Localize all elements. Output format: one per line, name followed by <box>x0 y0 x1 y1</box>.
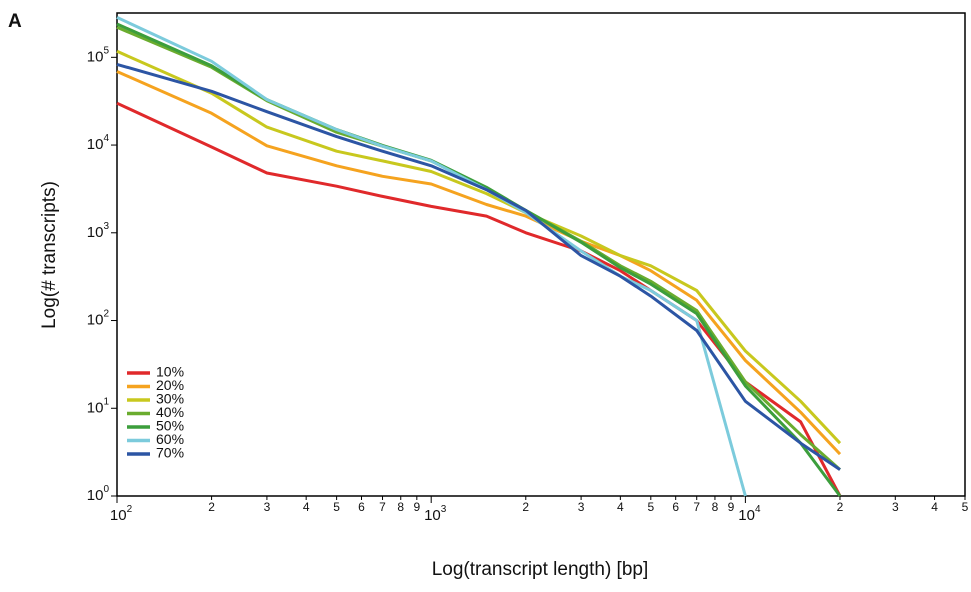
legend-label: 40% <box>156 404 184 420</box>
tick-label-minor: 9 <box>413 500 420 514</box>
tick-base: 10 <box>424 507 441 524</box>
tick-base: 4 <box>617 500 624 514</box>
tick-exponent: 4 <box>103 133 109 144</box>
tick-label-minor: 7 <box>693 500 700 514</box>
tick-base: 10 <box>87 399 104 416</box>
tick-base: 10 <box>87 311 104 328</box>
tick-label-major: 102 <box>110 504 133 524</box>
tick-base: 9 <box>413 500 420 514</box>
legend-label: 60% <box>156 431 184 447</box>
tick-exponent: 1 <box>103 396 109 407</box>
tick-label-minor: 5 <box>647 500 654 514</box>
tick-base: 10 <box>87 136 104 153</box>
tick-exponent: 2 <box>103 308 109 319</box>
tick-label-minor: 8 <box>712 500 719 514</box>
tick-base: 3 <box>892 500 899 514</box>
tick-exponent: 3 <box>441 504 447 515</box>
tick-base: 5 <box>647 500 654 514</box>
tick-label-major: 104 <box>87 133 110 153</box>
tick-label-minor: 8 <box>397 500 404 514</box>
tick-label-minor: 6 <box>358 500 365 514</box>
tick-base: 6 <box>672 500 679 514</box>
tick-label-minor: 4 <box>303 500 310 514</box>
series-line <box>116 22 842 497</box>
series-line <box>116 101 842 497</box>
tick-base: 8 <box>712 500 719 514</box>
tick-label-major: 103 <box>424 504 447 524</box>
tick-label-major: 105 <box>87 45 110 65</box>
tick-exponent: 2 <box>127 504 133 515</box>
tick-base: 6 <box>358 500 365 514</box>
tick-label-minor: 7 <box>379 500 386 514</box>
tick-base: 7 <box>693 500 700 514</box>
panel-label: A <box>8 11 22 32</box>
tick-base: 2 <box>837 500 844 514</box>
tick-label-major: 103 <box>87 220 110 240</box>
tick-label-minor: 6 <box>672 500 679 514</box>
tick-base: 10 <box>87 487 104 504</box>
series-line <box>116 25 841 471</box>
series-line <box>116 62 841 471</box>
tick-label-minor: 2 <box>522 500 529 514</box>
tick-base: 5 <box>333 500 340 514</box>
tick-base: 10 <box>110 507 127 524</box>
legend-label: 50% <box>156 418 184 434</box>
legend-label: 30% <box>156 391 184 407</box>
tick-base: 10 <box>87 224 104 241</box>
series-line <box>116 16 747 497</box>
tick-exponent: 3 <box>103 220 109 231</box>
tick-base: 4 <box>303 500 310 514</box>
tick-label-major: 100 <box>87 484 110 504</box>
tick-label-minor: 2 <box>208 500 215 514</box>
tick-exponent: 0 <box>103 484 109 495</box>
tick-label-major: 101 <box>87 396 110 416</box>
tick-label-major: 102 <box>87 308 110 328</box>
tick-label-minor: 4 <box>931 500 938 514</box>
legend-label: 70% <box>156 445 184 461</box>
tick-base: 9 <box>728 500 735 514</box>
tick-label-minor: 4 <box>617 500 624 514</box>
legend-label: 10% <box>156 364 184 380</box>
tick-base: 10 <box>738 507 755 524</box>
tick-label-minor: 3 <box>578 500 585 514</box>
tick-base: 8 <box>397 500 404 514</box>
y-axis-label: Log(# transcripts) <box>39 181 60 329</box>
tick-base: 3 <box>264 500 271 514</box>
x-axis-label: Log(transcript length) [bp] <box>432 559 649 580</box>
series-line <box>116 70 842 456</box>
tick-label-minor: 9 <box>728 500 735 514</box>
tick-exponent: 4 <box>755 504 761 515</box>
legend-label: 20% <box>156 377 184 393</box>
series-line <box>116 49 842 445</box>
plot-frame <box>116 12 966 497</box>
tick-base: 5 <box>962 500 969 514</box>
tick-label-minor: 5 <box>333 500 340 514</box>
tick-base: 7 <box>379 500 386 514</box>
tick-exponent: 5 <box>103 45 109 56</box>
tick-base: 4 <box>931 500 938 514</box>
tick-base: 2 <box>208 500 215 514</box>
tick-label-minor: 3 <box>892 500 899 514</box>
tick-label-minor: 5 <box>962 500 969 514</box>
tick-base: 10 <box>87 48 104 65</box>
tick-label-minor: 2 <box>837 500 844 514</box>
tick-label-major: 104 <box>738 504 761 524</box>
tick-base: 2 <box>522 500 529 514</box>
tick-label-minor: 3 <box>264 500 271 514</box>
tick-base: 3 <box>578 500 585 514</box>
